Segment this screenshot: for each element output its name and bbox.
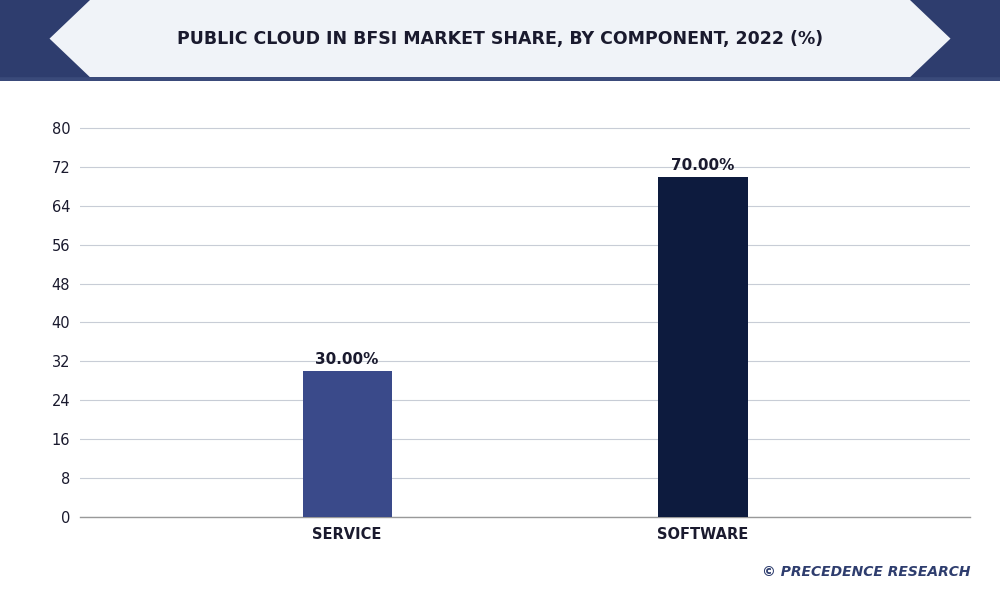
- Text: © PRECEDENCE RESEARCH: © PRECEDENCE RESEARCH: [762, 565, 970, 579]
- Text: 30.00%: 30.00%: [315, 352, 379, 367]
- Bar: [658, 176, 748, 517]
- Text: PUBLIC CLOUD IN BFSI MARKET SHARE, BY COMPONENT, 2022 (%): PUBLIC CLOUD IN BFSI MARKET SHARE, BY CO…: [177, 30, 823, 48]
- Bar: [302, 371, 392, 517]
- Text: 70.00%: 70.00%: [671, 157, 735, 173]
